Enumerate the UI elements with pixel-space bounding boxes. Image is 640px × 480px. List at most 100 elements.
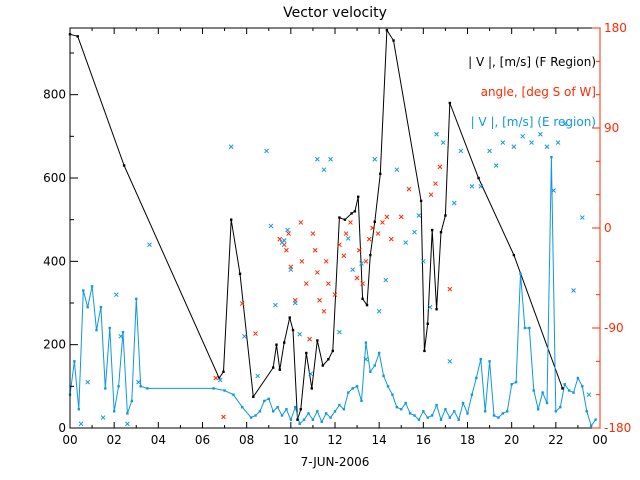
x-tick-label: 08 [239, 433, 254, 447]
data-point [448, 101, 452, 105]
data-point [559, 405, 562, 409]
data-point-x-marker [348, 220, 353, 225]
x-tick-label: 20 [504, 433, 519, 447]
x-tick-label: 04 [151, 433, 166, 447]
data-point [536, 408, 540, 411]
data-point [302, 418, 306, 421]
data-point-x-marker [363, 258, 369, 264]
data-point [512, 253, 516, 257]
x-tick-label: 22 [548, 433, 563, 447]
data-point-x-marker [383, 277, 389, 283]
data-point [95, 328, 98, 332]
data-point [365, 303, 369, 307]
legend-f-region: | V |, [m/s] (F Region) [468, 55, 596, 69]
data-point [283, 341, 286, 344]
data-point [523, 326, 527, 330]
data-point-x-marker [308, 371, 314, 377]
data-point [258, 410, 262, 413]
data-point [108, 326, 111, 330]
data-point-x-marker [363, 356, 369, 362]
data-point-x-marker [406, 186, 412, 192]
data-point [294, 405, 297, 409]
data-point-x-marker [100, 415, 106, 420]
data-point [139, 385, 142, 388]
data-point [581, 385, 584, 388]
data-point [448, 416, 452, 419]
y-left-tick-label: 800 [43, 88, 66, 102]
data-point [285, 408, 288, 411]
data-point [369, 253, 372, 257]
data-point [288, 316, 291, 319]
axes-layer: 00 02 04 06 08 10 12 14 16 18 20 22 000200400600800-… [43, 21, 631, 447]
data-point [122, 164, 126, 167]
data-point [222, 370, 225, 373]
data-point-x-marker [538, 131, 543, 137]
data-point [324, 412, 328, 415]
data-point [112, 410, 116, 413]
data-point [238, 272, 242, 276]
data-point [532, 389, 535, 392]
data-point-x-marker [511, 144, 517, 150]
data-point-x-marker [337, 242, 342, 248]
data-point [444, 408, 447, 411]
data-point [361, 297, 364, 301]
data-point [444, 214, 447, 217]
data-point-x-marker [239, 301, 245, 306]
data-point [373, 220, 376, 223]
data-point [117, 385, 120, 388]
data-point [121, 330, 125, 334]
data-point-x-marker [310, 231, 316, 236]
data-point [453, 410, 456, 413]
data-point-x-marker [394, 167, 400, 173]
data-point-x-marker [298, 220, 304, 225]
data-point [497, 416, 500, 419]
y-right-tick-label: 90 [604, 121, 619, 135]
x-tick-label: 02 [107, 433, 122, 447]
data-point-x-marker [403, 240, 409, 245]
data-point-x-marker [427, 304, 433, 310]
data-point [230, 218, 233, 221]
data-point-x-marker [343, 231, 349, 236]
data-point [310, 387, 314, 390]
legend: | V |, [m/s] (F Region) angle, [deg S of… [468, 55, 596, 129]
data-point [382, 374, 385, 378]
data-point [316, 339, 319, 342]
data-point [104, 387, 107, 390]
data-point [488, 360, 491, 363]
data-point [369, 370, 372, 373]
x-tick-label: 06 [195, 433, 210, 447]
data-point [99, 305, 103, 309]
data-point [470, 393, 474, 396]
data-point-x-marker [323, 258, 329, 264]
data-point-x-marker [317, 297, 322, 303]
data-point-x-marker [458, 148, 464, 154]
data-point-x-marker [434, 131, 439, 137]
data-point-x-marker [253, 331, 258, 336]
data-point-x-marker [433, 181, 438, 186]
data-point [506, 410, 509, 413]
data-point [386, 385, 390, 388]
data-point [408, 412, 412, 415]
data-point [321, 364, 325, 367]
x-tick-label: 16 [416, 433, 431, 447]
data-point [391, 393, 394, 396]
data-point-x-marker [255, 373, 261, 379]
data-point [479, 358, 482, 361]
data-point [296, 418, 299, 421]
data-point-x-marker [332, 292, 338, 298]
data-point [347, 391, 350, 394]
data-point [492, 414, 496, 417]
data-point-x-marker [571, 288, 576, 293]
data-point [510, 383, 513, 386]
data-point-x-marker [136, 379, 141, 385]
data-point [223, 389, 226, 392]
data-point-x-marker [341, 253, 347, 259]
data-point [343, 218, 347, 221]
data-point [291, 328, 295, 332]
data-point-x-marker [529, 140, 534, 145]
data-point [545, 401, 549, 405]
data-point-x-marker [286, 231, 291, 236]
x-tick-label: 12 [327, 433, 342, 447]
data-point [567, 389, 571, 392]
y-left-tick-label: 0 [58, 421, 66, 435]
